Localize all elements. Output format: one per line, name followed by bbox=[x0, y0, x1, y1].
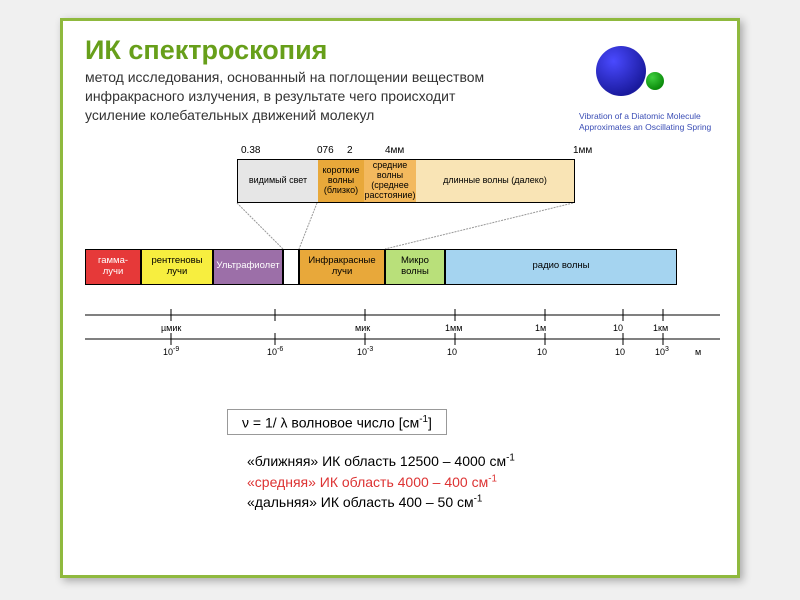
spectrum-band: Микро волны bbox=[385, 249, 445, 285]
molecule-figure: Vibration of a Diatomic Molecule Approxi… bbox=[543, 43, 713, 132]
svg-text:µмик: µмик bbox=[161, 323, 181, 333]
slide: ИК спектроскопия метод исследования, осн… bbox=[60, 18, 740, 578]
ir-region-line: «средняя» ИК область 4000 – 400 см-1 bbox=[247, 472, 715, 492]
scale-tick: 076 bbox=[317, 145, 334, 156]
spectrum-band: Ультрафиолет bbox=[213, 249, 283, 285]
formula-row: ν = 1/ λ волновое число [см-1] bbox=[85, 409, 715, 436]
svg-text:1км: 1км bbox=[653, 323, 668, 333]
svg-text:10: 10 bbox=[447, 347, 457, 357]
svg-text:103: 103 bbox=[655, 346, 669, 357]
wavenumber-formula: ν = 1/ λ волновое число [см-1] bbox=[227, 409, 447, 436]
spectrum-band: Инфракрасные лучи bbox=[299, 249, 385, 285]
scale-tick: 0.38 bbox=[241, 145, 260, 156]
svg-text:10: 10 bbox=[615, 347, 625, 357]
diatomic-molecule-icon bbox=[573, 43, 683, 103]
svg-text:м: м bbox=[695, 347, 701, 357]
spectrum-band: гамма- лучи bbox=[85, 249, 141, 285]
spectrum-diagram: 0.3807624мм1мм видимый светкороткие волн… bbox=[85, 145, 715, 405]
svg-text:10: 10 bbox=[613, 323, 623, 333]
svg-text:10-6: 10-6 bbox=[267, 346, 283, 357]
detail-band: средние волны (среднее расстояние) bbox=[364, 160, 416, 202]
spectrum-band: радио волны bbox=[445, 249, 677, 285]
svg-text:10-9: 10-9 bbox=[163, 346, 179, 357]
spectrum-main-row: гамма- лучирентгеновы лучиУльтрафиолет Ин… bbox=[85, 249, 677, 285]
svg-text:1м: 1м bbox=[535, 323, 546, 333]
ir-detail-row: видимый светкороткие волны (близко)средн… bbox=[237, 159, 575, 203]
svg-text:10-3: 10-3 bbox=[357, 346, 373, 357]
ir-region-line: «ближняя» ИК область 12500 – 4000 см-1 bbox=[247, 451, 715, 471]
slide-subtitle: метод исследования, основанный на поглощ… bbox=[85, 68, 485, 125]
spectrum-band: рентгеновы лучи bbox=[141, 249, 213, 285]
formula-text: ν = 1/ λ волновое число [см bbox=[242, 414, 419, 430]
formula-sup: -1 bbox=[419, 414, 428, 425]
scale-tick: 4мм bbox=[385, 145, 404, 156]
scale-tick: 1мм bbox=[573, 145, 592, 156]
detail-band: короткие волны (близко) bbox=[318, 160, 364, 202]
detail-band: видимый свет bbox=[238, 160, 318, 202]
formula-close: ] bbox=[428, 414, 432, 430]
svg-text:1мм: 1мм bbox=[445, 323, 462, 333]
wavelength-axis: µмик 10-9 10-6 мик 10-3 1мм 10 1м 10 10 10 1км 103 м bbox=[85, 305, 720, 375]
spectrum-band bbox=[283, 249, 299, 285]
scale-tick: 2 bbox=[347, 145, 353, 156]
svg-text:мик: мик bbox=[355, 323, 370, 333]
detail-band: длинные волны (далеко) bbox=[416, 160, 574, 202]
ir-regions-list: «ближняя» ИК область 12500 – 4000 см-1«с… bbox=[247, 451, 715, 512]
svg-text:10: 10 bbox=[537, 347, 547, 357]
ir-region-line: «дальняя» ИК область 400 – 50 см-1 bbox=[247, 492, 715, 512]
molecule-caption: Vibration of a Diatomic Molecule Approxi… bbox=[543, 111, 713, 132]
